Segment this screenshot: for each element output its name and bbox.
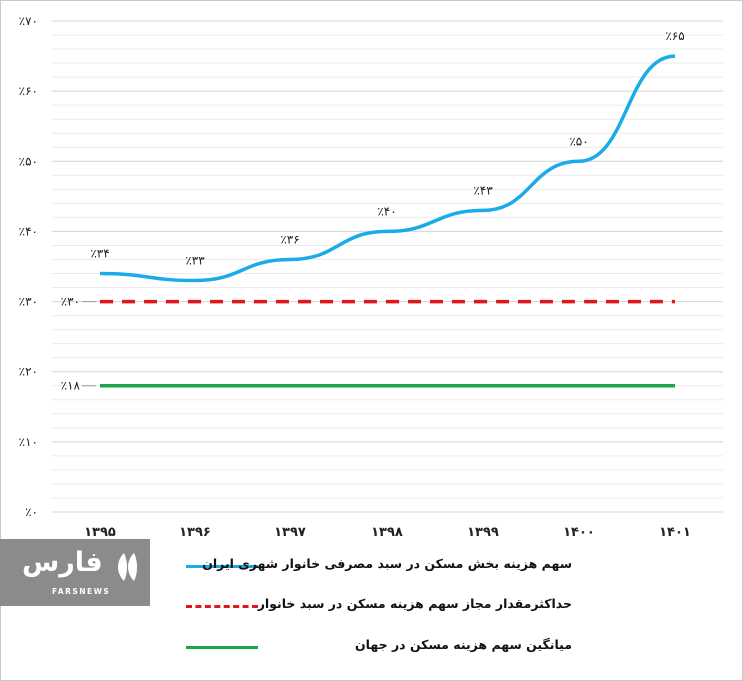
legend-label-0: سهم هزینه بخش مسکن در سبد مصرفی خانوار ش… (202, 556, 572, 571)
series-line-0 (99, 54, 676, 283)
x-axis-ticks: ۱۳۹۵ ۱۳۹۶ ۱۳۹۷ ۱۳۹۸ ۱۳۹۹ ۱۴۰۰ ۱۴۰۱ (84, 525, 691, 540)
x-tick-label: ۱۳۹۶ (179, 525, 211, 540)
y-axis-ticks: ٪۰ ٪۱۰ ٪۲۰ ٪۳۰ ٪۴۰ ٪۵۰ ٪۶۰ ٪۷۰ (19, 14, 38, 519)
series-lines (99, 54, 676, 388)
legend-label-1: حداکثرمقدار مجاز سهم هزینه مسکن در سبد خ… (257, 596, 572, 611)
data-label: ٪۳۴ (90, 247, 109, 261)
data-label: ٪۳۶ (280, 232, 299, 246)
x-tick-label: ۱۳۹۷ (274, 525, 306, 540)
logo-mark-icon (118, 553, 137, 581)
data-labels: ٪۳۴ ٪۳۳ ٪۳۶ ٪۴۰ ٪۴۳ ٪۵۰ ٪۶۵ ٪۳۰ ٪۱۸ (61, 29, 685, 393)
logo-sub: FARSNEWS (52, 587, 111, 596)
y-tick-label: ٪۶۰ (19, 84, 38, 98)
y-tick-label: ٪۰ (25, 505, 38, 519)
x-tick-label: ۱۴۰۱ (659, 525, 691, 540)
y-tick-label: ٪۳۰ (19, 295, 38, 309)
y-tick-label: ٪۴۰ (19, 224, 38, 238)
data-label: ٪۴۳ (473, 183, 493, 197)
data-label: ٪۵۰ (569, 134, 588, 148)
y-tick-label: ٪۱۰ (19, 435, 38, 449)
reference-label: ٪۱۸ (61, 379, 81, 393)
y-tick-label: ٪۷۰ (19, 14, 38, 28)
data-label: ٪۶۵ (665, 29, 684, 43)
x-tick-label: ۱۴۰۰ (563, 525, 595, 540)
gridlines (52, 20, 723, 513)
x-tick-label: ۱۳۹۸ (371, 525, 403, 540)
data-label: ٪۴۰ (377, 204, 396, 218)
data-label: ٪۳۳ (185, 254, 205, 268)
legend-item-2: میانگین سهم هزینه مسکن در جهان (180, 633, 580, 663)
legend-item-1: حداکثرمقدار مجاز سهم هزینه مسکن در سبد خ… (180, 592, 580, 622)
y-tick-label: ٪۲۰ (19, 365, 38, 379)
legend-label-2: میانگین سهم هزینه مسکن در جهان (355, 637, 572, 652)
y-tick-label: ٪۵۰ (19, 154, 38, 168)
reference-label: ٪۳۰ (61, 295, 80, 309)
legend-swatch-0 (186, 565, 258, 568)
legend-item-0: سهم هزینه بخش مسکن در سبد مصرفی خانوار ش… (180, 552, 580, 582)
logo-brand: فارس (22, 547, 103, 578)
legend-swatch-1 (186, 605, 258, 608)
legend-swatch-2 (186, 646, 258, 649)
farsnews-logo: فارس FARSNEWS (0, 539, 150, 606)
x-tick-label: ۱۳۹۹ (467, 525, 499, 540)
x-tick-label: ۱۳۹۵ (84, 525, 116, 540)
